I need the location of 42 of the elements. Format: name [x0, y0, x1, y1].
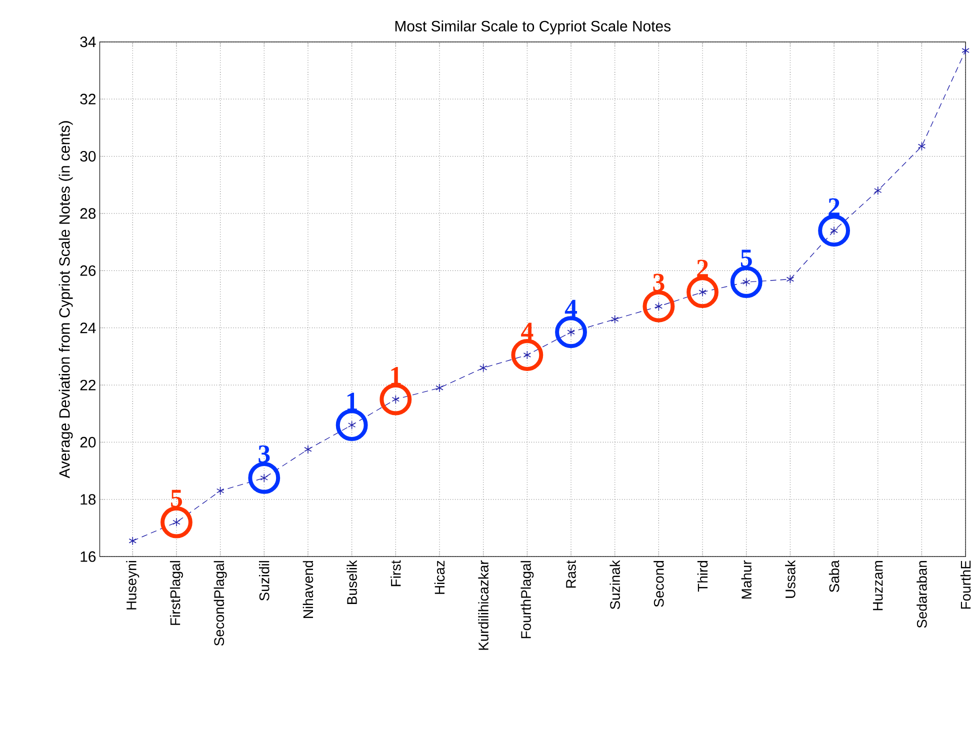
- x-tick-label: Suzidil: [259, 560, 270, 601]
- annotation: 2: [828, 198, 840, 216]
- x-tick-label: Nihavend: [302, 560, 314, 618]
- annotation: 3: [653, 274, 664, 292]
- annotation: 1: [347, 392, 357, 410]
- x-tick-label: First: [390, 560, 401, 586]
- y-tick-label: 18: [80, 494, 96, 505]
- x-tick-label: FourthE: [960, 560, 971, 609]
- y-tick-label: 20: [80, 436, 96, 448]
- y-tick-label: 16: [80, 551, 96, 562]
- annotation: 4: [564, 300, 578, 317]
- y-tick-label: 32: [80, 94, 96, 104]
- x-tick-label: Rast: [566, 560, 576, 588]
- x-tick-label: Kurdilihicazkar: [478, 560, 488, 650]
- x-tick-label: Saba: [828, 560, 840, 592]
- annotation: 4: [521, 322, 534, 340]
- y-tick-label: 28: [80, 208, 96, 219]
- x-tick-label: Second: [654, 560, 664, 607]
- x-tick-label: Hicaz: [434, 560, 445, 594]
- y-tick-label: 22: [80, 380, 96, 390]
- x-tick-label: Ussak: [785, 560, 796, 598]
- x-tick-label: Mahur: [741, 560, 752, 598]
- x-tick-label: FirstPlagal: [170, 560, 183, 625]
- x-tick-label: Huseyni: [126, 560, 140, 610]
- annotation: 3: [258, 445, 270, 463]
- x-tick-label: Third: [697, 560, 708, 592]
- y-axis-title: Average Deviation from Cypriot Scale Notes (in cents): [58, 121, 73, 478]
- y-tick-label: 26: [80, 265, 96, 276]
- annotation: 5: [740, 250, 752, 267]
- y-tick-label: 30: [80, 150, 96, 162]
- x-tick-label: Sedaraban: [916, 560, 927, 628]
- x-tick-label: Buselik: [346, 560, 357, 604]
- y-tick-label: 34: [80, 36, 96, 48]
- chart-title: Most Similar Scale to Cypriot Scale Notes: [395, 20, 671, 34]
- x-tick-label: SecondPlagal: [214, 561, 227, 646]
- x-tick-label: Suzinak: [610, 560, 620, 610]
- x-tick-label: Huzzam: [873, 560, 883, 610]
- annotation: 2: [697, 260, 708, 277]
- annotation: 1: [391, 366, 401, 384]
- x-tick-label: FourthPlagal: [520, 560, 534, 638]
- y-tick-label: 24: [80, 322, 96, 334]
- annotation: 5: [171, 490, 182, 508]
